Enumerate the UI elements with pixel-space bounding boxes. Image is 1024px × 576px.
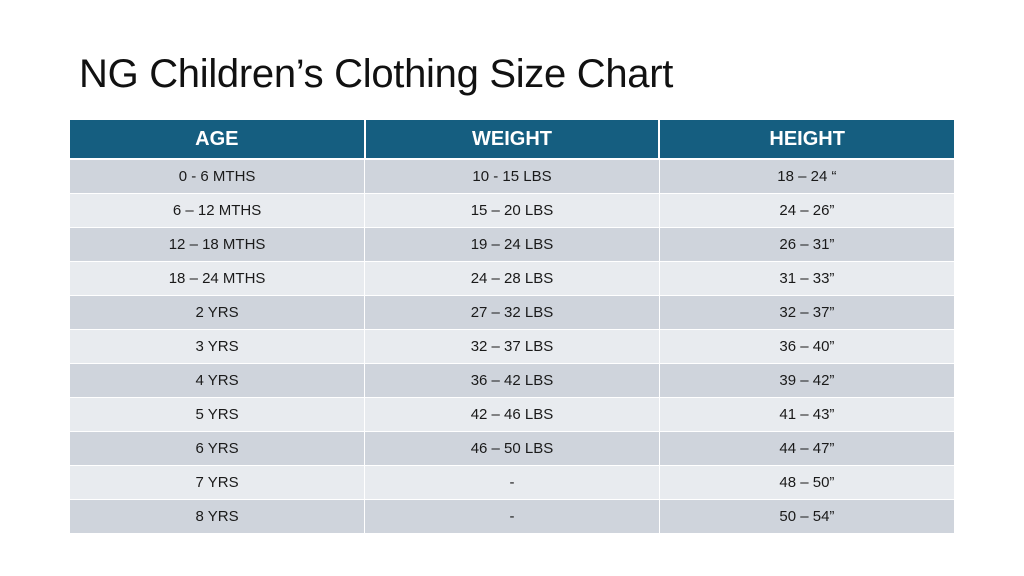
weight-cell: 42 – 46 LBS [364, 397, 660, 432]
column-header-weight: WEIGHT [363, 120, 661, 160]
height-cell: 50 – 54” [658, 499, 954, 533]
table-header-row: AGE WEIGHT HEIGHT [70, 120, 954, 160]
height-cell: 39 – 42” [658, 363, 954, 398]
page-title: NG Children’s Clothing Size Chart [79, 52, 674, 96]
column-header-age: AGE [70, 120, 366, 160]
weight-cell: 24 – 28 LBS [364, 261, 660, 296]
weight-cell: - [364, 465, 660, 500]
table-row: 8 YRS - 50 – 54” [70, 499, 954, 533]
age-cell: 4 YRS [70, 363, 366, 398]
height-cell: 48 – 50” [658, 465, 954, 500]
height-cell: 44 – 47” [658, 431, 954, 466]
table-row: 3 YRS 32 – 37 LBS 36 – 40” [70, 329, 954, 364]
table-row: 18 – 24 MTHS 24 – 28 LBS 31 – 33” [70, 261, 954, 296]
table-row: 0 - 6 MTHS 10 - 15 LBS 18 – 24 “ [70, 158, 954, 194]
weight-cell: 10 - 15 LBS [364, 158, 660, 194]
table-row: 5 YRS 42 – 46 LBS 41 – 43” [70, 397, 954, 432]
age-cell: 6 – 12 MTHS [70, 193, 366, 228]
weight-cell: - [364, 499, 660, 533]
height-cell: 32 – 37” [658, 295, 954, 330]
size-chart-table: AGE WEIGHT HEIGHT 0 - 6 MTHS 10 - 15 LBS… [70, 120, 954, 533]
table-row: 7 YRS - 48 – 50” [70, 465, 954, 500]
weight-cell: 46 – 50 LBS [364, 431, 660, 466]
weight-cell: 27 – 32 LBS [364, 295, 660, 330]
height-cell: 41 – 43” [658, 397, 954, 432]
height-cell: 18 – 24 “ [658, 158, 954, 194]
weight-cell: 19 – 24 LBS [364, 227, 660, 262]
age-cell: 3 YRS [70, 329, 366, 364]
age-cell: 5 YRS [70, 397, 366, 432]
weight-cell: 36 – 42 LBS [364, 363, 660, 398]
table-row: 2 YRS 27 – 32 LBS 32 – 37” [70, 295, 954, 330]
age-cell: 7 YRS [70, 465, 366, 500]
weight-cell: 15 – 20 LBS [364, 193, 660, 228]
age-cell: 12 – 18 MTHS [70, 227, 366, 262]
height-cell: 26 – 31” [658, 227, 954, 262]
table-row: 4 YRS 36 – 42 LBS 39 – 42” [70, 363, 954, 398]
height-cell: 31 – 33” [658, 261, 954, 296]
height-cell: 36 – 40” [658, 329, 954, 364]
age-cell: 2 YRS [70, 295, 366, 330]
age-cell: 18 – 24 MTHS [70, 261, 366, 296]
age-cell: 8 YRS [70, 499, 366, 533]
table-row: 12 – 18 MTHS 19 – 24 LBS 26 – 31” [70, 227, 954, 262]
age-cell: 0 - 6 MTHS [70, 158, 366, 194]
table-row: 6 YRS 46 – 50 LBS 44 – 47” [70, 431, 954, 466]
age-cell: 6 YRS [70, 431, 366, 466]
weight-cell: 32 – 37 LBS [364, 329, 660, 364]
height-cell: 24 – 26” [658, 193, 954, 228]
table-row: 6 – 12 MTHS 15 – 20 LBS 24 – 26” [70, 193, 954, 228]
column-header-height: HEIGHT [658, 120, 954, 160]
